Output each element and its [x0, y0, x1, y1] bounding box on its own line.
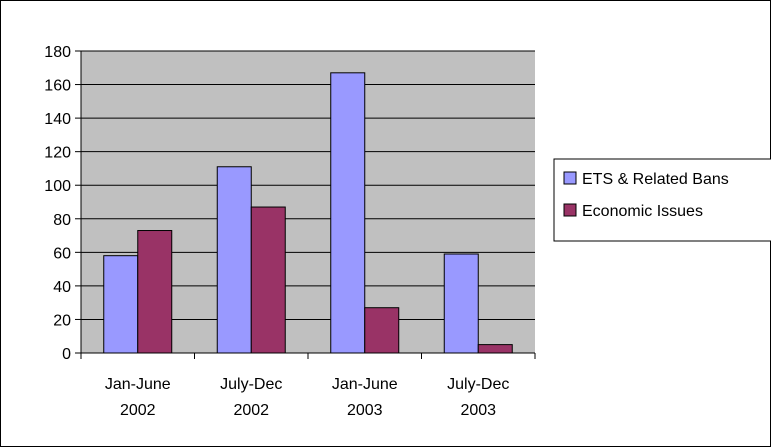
axes [80, 51, 536, 359]
legend-swatch [563, 171, 577, 185]
legend: ETS & Related Bans Economic Issues [553, 158, 771, 242]
x-category-label: 2002 [233, 402, 269, 419]
y-tick-label: 60 [53, 245, 71, 262]
y-tick-label: 180 [44, 44, 71, 61]
x-category-label: Jan-June [105, 376, 171, 393]
legend-swatch [563, 203, 577, 217]
bar-ets-related-bans [330, 72, 366, 354]
x-category-label: Jan-June [332, 376, 398, 393]
bar-ets-related-bans [103, 255, 139, 354]
y-tick-label: 0 [62, 346, 71, 363]
bar-economic-issues [137, 230, 173, 354]
x-category-label: July-Dec [220, 376, 282, 393]
bar-ets-related-bans [443, 253, 479, 354]
y-axis-ticks: 0 20 40 60 80 100 120 140 160 180 [44, 44, 81, 363]
y-tick-label: 160 [44, 78, 71, 95]
y-tick-label: 80 [53, 212, 71, 229]
x-category-label: July-Dec [447, 376, 509, 393]
y-tick-label: 120 [44, 145, 71, 162]
y-tick-label: 140 [44, 111, 71, 128]
bar-economic-issues [364, 307, 400, 354]
x-category-label: 2002 [120, 402, 156, 419]
x-axis-labels: Jan-June 2002 July-Dec 2002 Jan-June 2003 July… [105, 376, 510, 419]
x-category-label: 2003 [347, 402, 383, 419]
legend-box [553, 158, 771, 242]
y-tick-label: 40 [53, 279, 71, 296]
legend-label: ETS & Related Bans [582, 171, 729, 188]
bars [103, 72, 513, 354]
y-tick-label: 20 [53, 312, 71, 329]
bar-economic-issues [250, 206, 286, 354]
x-category-label: 2003 [460, 402, 496, 419]
legend-label: Economic Issues [582, 203, 703, 220]
y-tick-label: 100 [44, 178, 71, 195]
bar-economic-issues [477, 344, 513, 354]
bar-ets-related-bans [216, 166, 252, 354]
